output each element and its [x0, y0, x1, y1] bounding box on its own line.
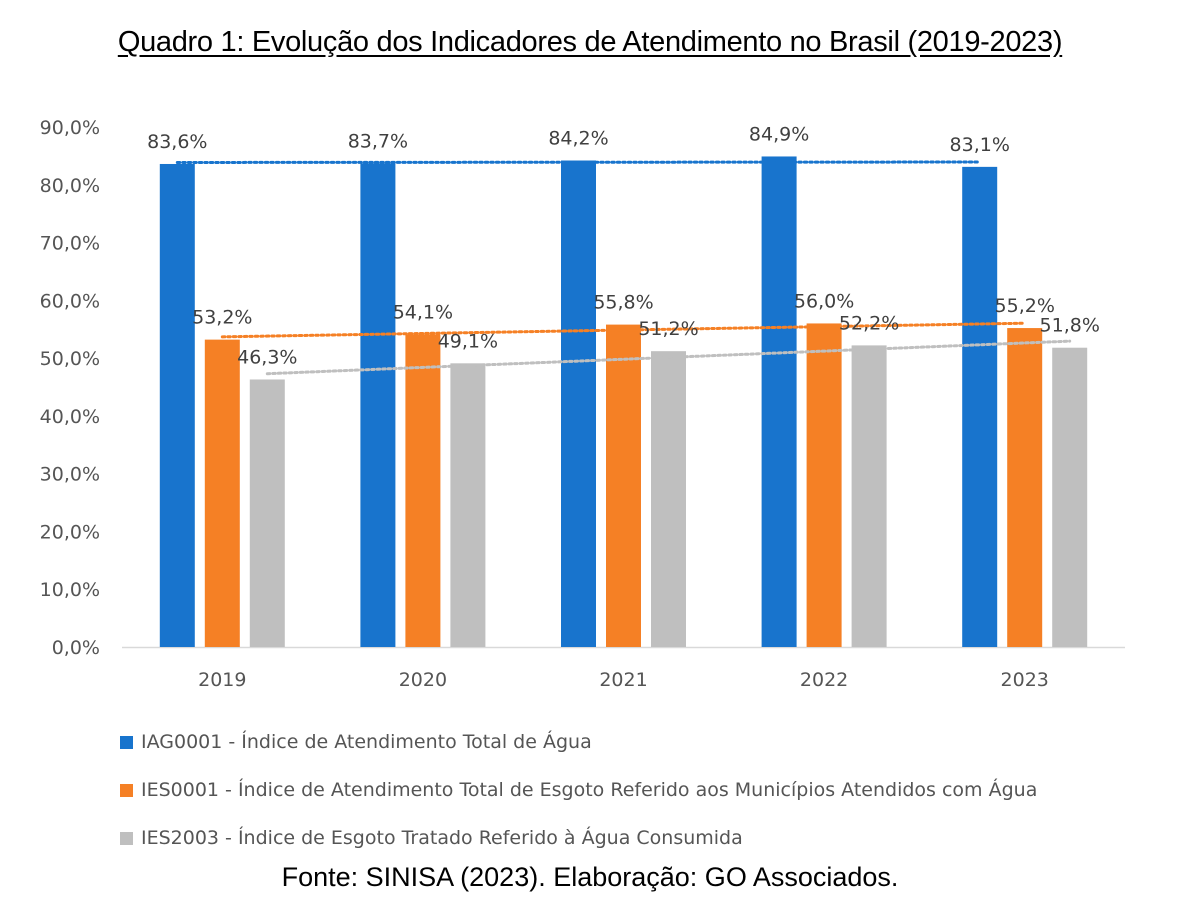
bar-iag0001-2023 [962, 166, 998, 647]
legend-swatch [120, 831, 133, 845]
x-tick-label: 2019 [198, 669, 246, 691]
x-tick-label: 2022 [800, 669, 848, 691]
data-label: 46,3% [237, 346, 297, 368]
data-label: 83,6% [147, 131, 207, 153]
y-tick-label: 40,0% [40, 406, 100, 428]
bar-ies2003-2022 [851, 345, 887, 647]
legend-label: IES2003 - Índice de Esgoto Tratado Refer… [141, 827, 743, 849]
data-label: 84,2% [548, 128, 608, 150]
y-tick-label: 10,0% [40, 579, 100, 601]
legend-swatch [120, 783, 133, 797]
legend-swatch [120, 735, 133, 749]
y-tick-label: 70,0% [40, 233, 100, 255]
bar-ies0001-2020 [405, 334, 441, 647]
data-label: 54,1% [393, 301, 453, 323]
data-label: 84,9% [749, 123, 809, 145]
bar-ies2003-2020 [450, 363, 486, 647]
bar-ies0001-2019 [204, 339, 240, 647]
bar-ies0001-2023 [1007, 328, 1043, 647]
bar-ies2003-2019 [249, 379, 285, 647]
legend-item: IAG0001 - Índice de Atendimento Total de… [120, 718, 1037, 766]
bar-ies2003-2021 [651, 351, 686, 647]
data-label: 51,8% [1040, 315, 1100, 337]
bar-iag0001-2019 [159, 163, 195, 647]
data-label: 83,7% [348, 130, 408, 152]
source-note: Fonte: SINISA (2023). Elaboração: GO Ass… [281, 862, 899, 892]
data-label: 56,0% [794, 290, 854, 312]
bar-ies2003-2023 [1052, 347, 1088, 647]
bar-iag0001-2022 [761, 156, 797, 647]
trendline-ies0001 [220, 321, 1027, 339]
data-label: 52,2% [839, 312, 899, 334]
y-tick-label: 60,0% [40, 290, 100, 312]
chart-title: Quadro 1: Evolução dos Indicadores de At… [117, 26, 1063, 58]
data-label: 53,2% [192, 307, 252, 329]
legend-label: IAG0001 - Índice de Atendimento Total de… [141, 731, 592, 753]
y-tick-label: 20,0% [40, 521, 100, 543]
bar-iag0001-2020 [360, 163, 396, 647]
y-tick-label: 50,0% [40, 348, 100, 370]
data-label: 51,2% [638, 318, 698, 340]
bar-ies0001-2022 [806, 323, 842, 647]
x-tick-label: 2020 [399, 669, 447, 691]
legend-item: IES2003 - Índice de Esgoto Tratado Refer… [120, 814, 1037, 862]
legend: IAG0001 - Índice de Atendimento Total de… [120, 718, 1037, 862]
x-tick-label: 2021 [599, 669, 647, 691]
trendline-ies2003 [265, 339, 1072, 376]
bar-ies0001-2021 [606, 324, 641, 647]
y-tick-label: 90,0% [40, 117, 100, 139]
y-tick-label: 30,0% [40, 464, 100, 486]
data-label: 55,8% [593, 292, 653, 314]
data-label: 83,1% [950, 134, 1010, 156]
y-tick-label: 80,0% [40, 175, 100, 197]
y-tick-label: 0,0% [52, 637, 100, 659]
data-label: 55,2% [995, 295, 1055, 317]
x-tick-label: 2023 [1001, 669, 1049, 691]
data-label: 49,1% [438, 330, 498, 352]
bar-iag0001-2021 [561, 160, 596, 647]
legend-item: IES0001 - Índice de Atendimento Total de… [120, 766, 1037, 814]
legend-label: IES0001 - Índice de Atendimento Total de… [141, 779, 1038, 801]
